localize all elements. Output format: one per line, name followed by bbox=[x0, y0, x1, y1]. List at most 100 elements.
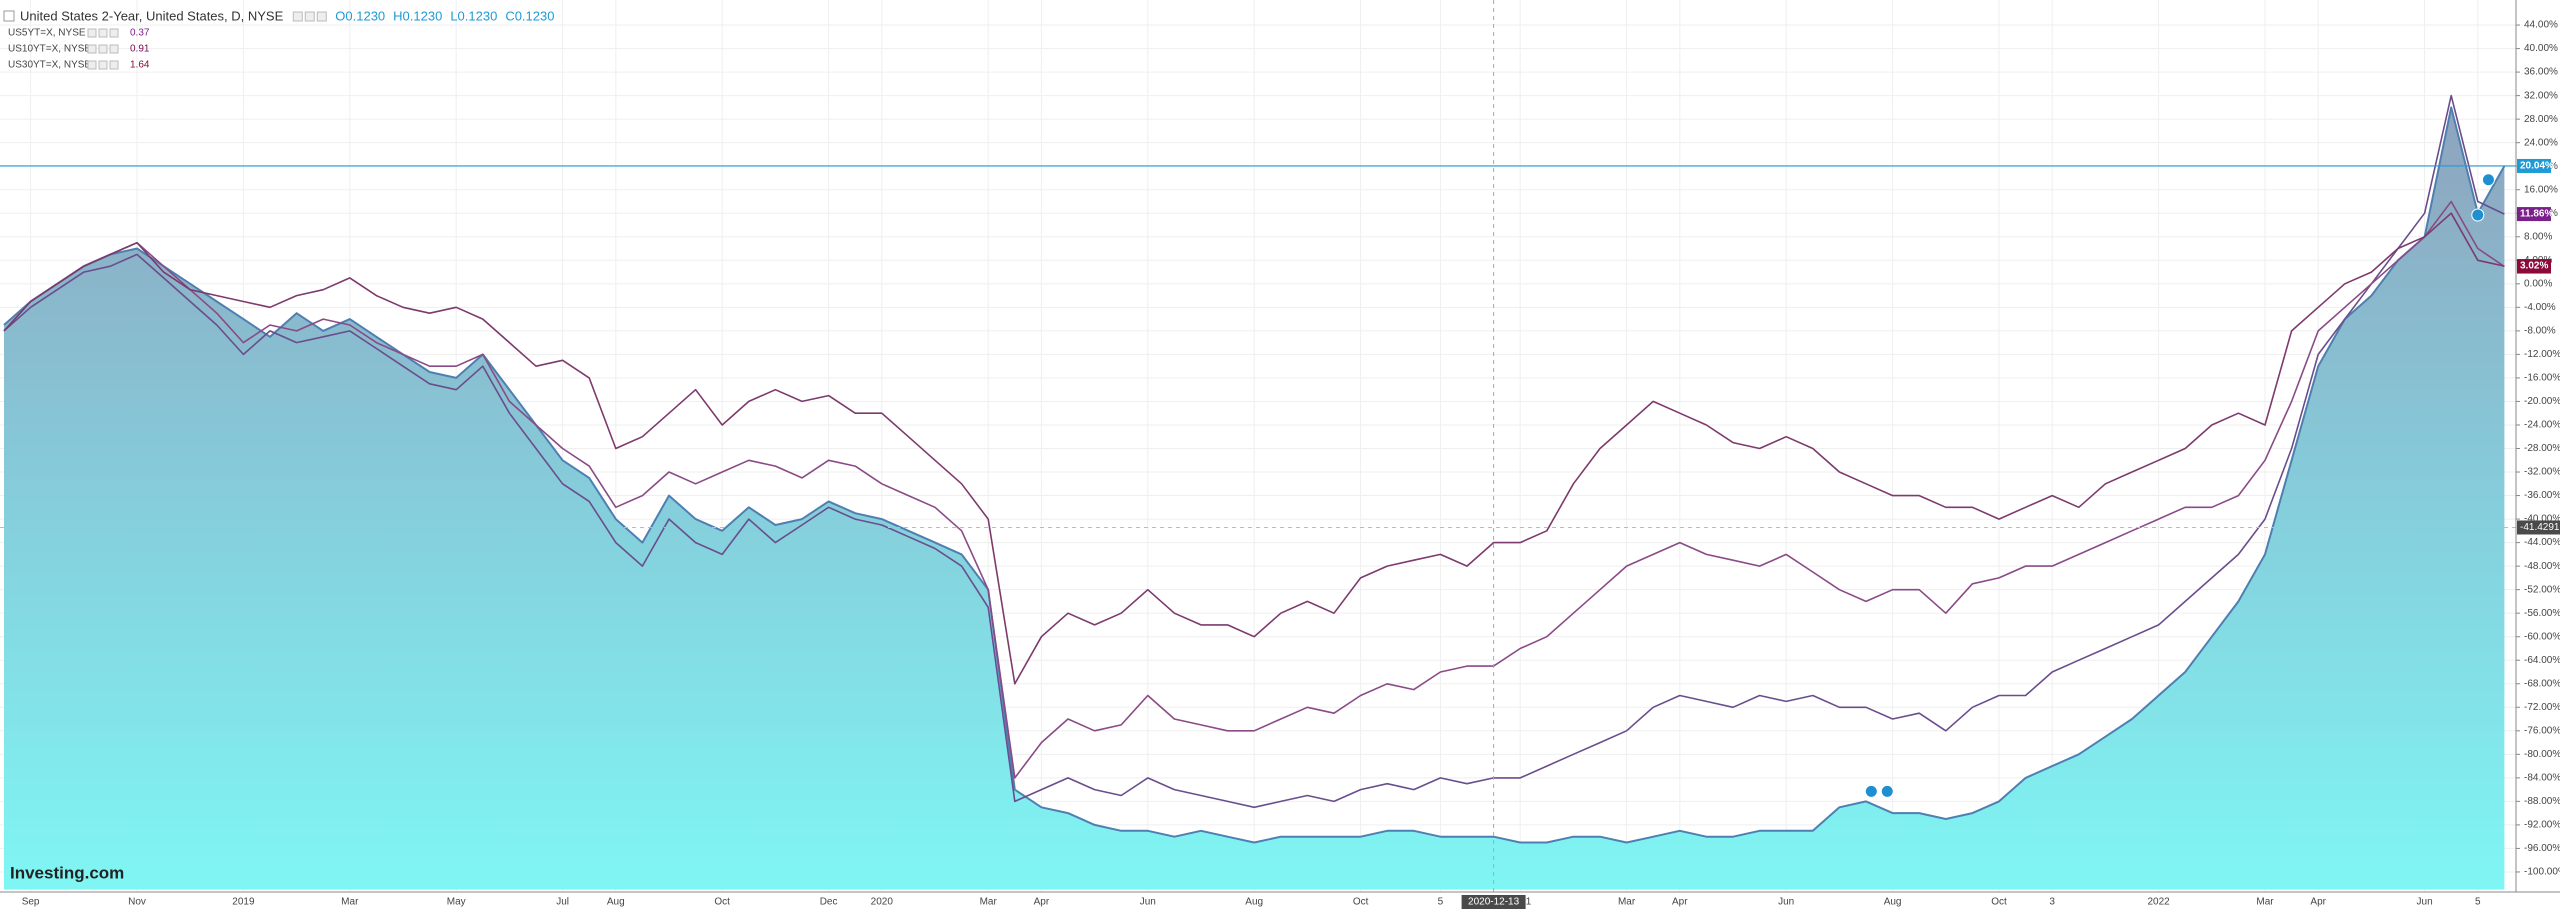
ohlc-value: C0.1230 bbox=[505, 8, 554, 23]
y-tick-label: -16.00% bbox=[2524, 373, 2560, 384]
x-tick-label: Mar bbox=[980, 897, 998, 908]
legend-name: US30YT=X, NYSE bbox=[8, 60, 91, 71]
legend-button bbox=[109, 44, 119, 54]
crosshair-date: 2020-12-13 bbox=[1468, 897, 1520, 908]
legend-button bbox=[87, 44, 97, 54]
area bbox=[4, 107, 2505, 890]
x-tick-label: Nov bbox=[128, 897, 146, 908]
legend-name: US5YT=X, NYSE bbox=[8, 28, 86, 39]
crosshair-value: -41.4291 bbox=[2520, 522, 2560, 533]
y-tick-label: -68.00% bbox=[2524, 678, 2560, 689]
series-line bbox=[3, 212, 2505, 685]
last-value-bg bbox=[2517, 207, 2551, 222]
legend-value: 0.37 bbox=[130, 28, 150, 39]
y-tick-label: 8.00% bbox=[2524, 231, 2552, 242]
x-tick-label: Jun bbox=[1778, 897, 1794, 908]
y-tick-label: -60.00% bbox=[2524, 631, 2560, 642]
legend-button bbox=[87, 28, 97, 38]
x-tick-label: Jun bbox=[2417, 897, 2433, 908]
x-tick-label: Aug bbox=[1884, 897, 1902, 908]
y-tick-label: -52.00% bbox=[2524, 584, 2560, 595]
y-tick-label: -48.00% bbox=[2524, 561, 2560, 572]
y-tick-label: -32.00% bbox=[2524, 467, 2560, 478]
event-icon bbox=[1864, 784, 1878, 798]
x-tick-label: 5 bbox=[2475, 897, 2481, 908]
y-tick-label: 28.00% bbox=[2524, 114, 2558, 125]
legend-value: 1.64 bbox=[130, 60, 150, 71]
y-tick-label: -4.00% bbox=[2524, 302, 2556, 313]
legend-button bbox=[109, 28, 119, 38]
last-value-label: 11.86% bbox=[2520, 209, 2553, 220]
legend-value: 0.91 bbox=[130, 44, 150, 55]
chart-title: United States 2-Year, United States, D, … bbox=[20, 8, 284, 23]
x-tick-label: Apr bbox=[2310, 897, 2326, 908]
series-line bbox=[3, 200, 2505, 779]
y-tick-label: -28.00% bbox=[2524, 443, 2560, 454]
y-tick-label: -100.00% bbox=[2524, 867, 2560, 878]
x-tick-label: Mar bbox=[2256, 897, 2274, 908]
series-line bbox=[3, 94, 2505, 809]
last-value-label: 3.02% bbox=[2520, 261, 2548, 272]
y-tick-label: -96.00% bbox=[2524, 843, 2560, 854]
x-tick-label: Oct bbox=[1991, 897, 2007, 908]
ohlc-value: H0.1230 bbox=[393, 8, 442, 23]
last-value-label: 20.04% bbox=[2520, 161, 2554, 172]
crosshair-value-bg bbox=[2517, 520, 2560, 535]
y-tick-label: -20.00% bbox=[2524, 396, 2560, 407]
x-tick-label: 3 bbox=[2049, 897, 2055, 908]
y-tick-label: -92.00% bbox=[2524, 820, 2560, 831]
x-tick-label: Mar bbox=[341, 897, 359, 908]
legend-button bbox=[304, 11, 315, 22]
x-tick-label: 2022 bbox=[2147, 897, 2170, 908]
legend-name: US10YT=X, NYSE bbox=[8, 44, 91, 55]
legend: United States 2-Year, United States, D, … bbox=[3, 8, 554, 71]
event-icon bbox=[2471, 208, 2485, 222]
watermark: Investing.com bbox=[10, 863, 124, 882]
x-tick-label: 5 bbox=[1438, 897, 1444, 908]
x-tick-label: May bbox=[447, 897, 466, 908]
y-tick-label: -44.00% bbox=[2524, 537, 2560, 548]
x-tick-label: Oct bbox=[1353, 897, 1369, 908]
x-tick-label: Jul bbox=[556, 897, 569, 908]
y-tick-label: -88.00% bbox=[2524, 796, 2560, 807]
y-tick-label: 16.00% bbox=[2524, 184, 2558, 195]
legend-button bbox=[98, 28, 108, 38]
x-tick-label: Oct bbox=[714, 897, 730, 908]
y-tick-label: -64.00% bbox=[2524, 655, 2560, 666]
legend-button bbox=[109, 60, 119, 70]
x-tick-label: Apr bbox=[1672, 897, 1688, 908]
last-value-bg bbox=[2517, 259, 2551, 274]
legend-button bbox=[87, 60, 97, 70]
y-tick-label: -80.00% bbox=[2524, 749, 2560, 760]
x-tick-label: Sep bbox=[22, 897, 40, 908]
x-tick-label: Dec bbox=[820, 897, 838, 908]
y-tick-label: -76.00% bbox=[2524, 725, 2560, 736]
y-tick-label: 44.00% bbox=[2524, 20, 2558, 31]
x-tick-label: Mar bbox=[1618, 897, 1636, 908]
collapse-box[interactable] bbox=[3, 10, 15, 22]
y-tick-label: 36.00% bbox=[2524, 67, 2558, 78]
last-value-bg bbox=[2517, 158, 2551, 173]
x-tick-label: 2020 bbox=[871, 897, 894, 908]
axis: 44.00% 40.00% 36.00% 32.00% 28.00% 24.00% 20.0… bbox=[22, 20, 2560, 909]
event-icon bbox=[2481, 173, 2495, 187]
x-tick-label: Aug bbox=[607, 897, 625, 908]
legend-button bbox=[98, 44, 108, 54]
y-tick-label: -24.00% bbox=[2524, 420, 2560, 431]
series-line bbox=[3, 106, 2506, 844]
y-tick-label: -72.00% bbox=[2524, 702, 2560, 713]
event-icon bbox=[1880, 784, 1894, 798]
legend-button bbox=[292, 11, 303, 22]
y-tick-label: -84.00% bbox=[2524, 772, 2560, 783]
y-tick-label: 40.00% bbox=[2524, 43, 2558, 54]
x-tick-label: 2019 bbox=[232, 897, 255, 908]
x-tick-label: Aug bbox=[1245, 897, 1263, 908]
crosshair-date-bg bbox=[1461, 895, 1526, 909]
legend-button bbox=[316, 11, 327, 22]
x-tick-label: Apr bbox=[1034, 897, 1050, 908]
ohlc-value: O0.1230 bbox=[335, 8, 385, 23]
y-tick-label: -36.00% bbox=[2524, 490, 2560, 501]
y-tick-label: 24.00% bbox=[2524, 137, 2558, 148]
legend-button bbox=[98, 60, 108, 70]
